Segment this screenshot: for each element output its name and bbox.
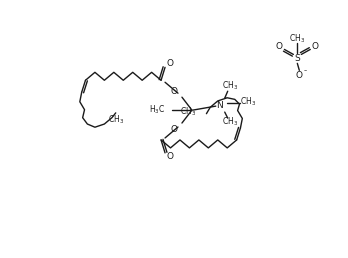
Text: O: O (296, 71, 303, 80)
Text: CH$_3$: CH$_3$ (108, 114, 124, 126)
Text: $^+$: $^+$ (223, 96, 229, 101)
Text: S: S (294, 54, 300, 63)
Text: CH$_3$: CH$_3$ (239, 96, 256, 108)
Text: O: O (171, 125, 177, 133)
Text: CH$_3$: CH$_3$ (222, 80, 238, 92)
Text: O: O (167, 59, 174, 68)
Text: O: O (312, 42, 319, 51)
Text: O: O (276, 42, 283, 51)
Text: N: N (216, 101, 223, 110)
Text: CH$_3$: CH$_3$ (180, 106, 197, 118)
Text: $^-$: $^-$ (303, 69, 309, 74)
Text: O: O (167, 152, 174, 161)
Text: CH$_3$: CH$_3$ (289, 32, 306, 45)
Text: O: O (171, 87, 177, 96)
Text: H$_3$C: H$_3$C (149, 104, 165, 116)
Text: CH$_3$: CH$_3$ (222, 116, 238, 128)
